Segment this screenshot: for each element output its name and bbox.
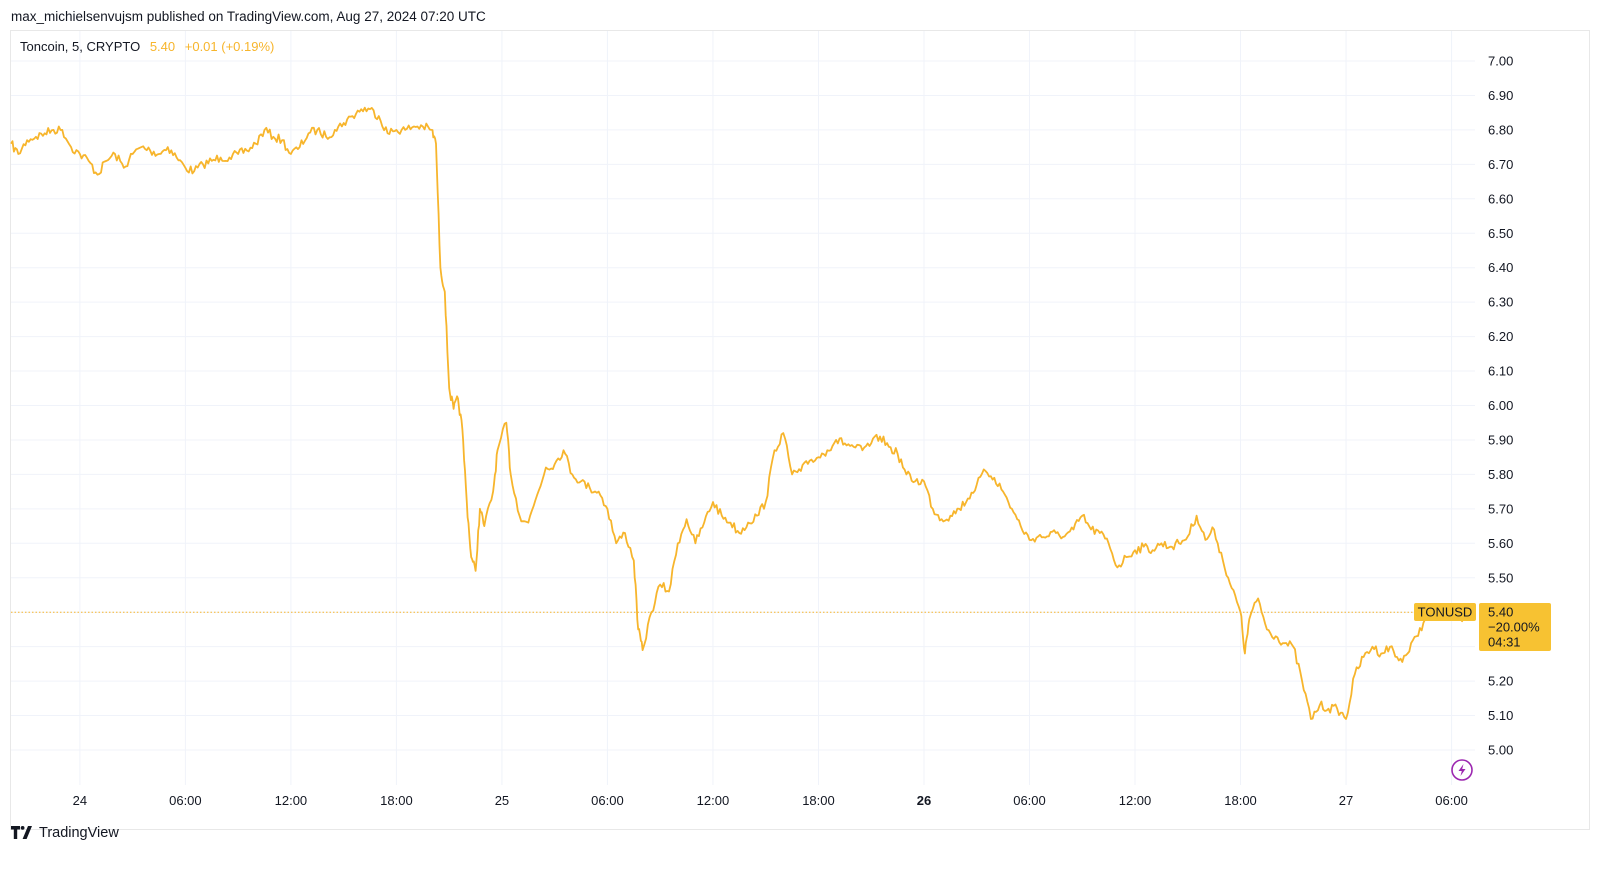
legend[interactable]: Toncoin, 5, CRYPTO 5.40 +0.01 (+0.19%) [20,39,274,54]
x-tick-label: 06:00 [1435,793,1468,808]
grid-lines [11,31,1475,785]
price-tag-group: TONUSD 5.40 −20.00% 04:31 [1414,603,1551,651]
price-badge-price: 5.40 [1488,605,1513,620]
y-tick-label: 6.50 [1488,226,1513,241]
legend-symbol[interactable]: Toncoin, 5, CRYPTO [20,39,141,54]
x-tick-label: 27 [1339,793,1353,808]
price-badge [1479,603,1551,651]
y-tick-label: 5.80 [1488,467,1513,482]
symbol-badge [1414,603,1476,621]
x-tick-label: 26 [917,793,931,808]
x-axis[interactable]: 24 06:00 12:00 18:00 25 06:00 12:00 18:00 26 06:0… [73,793,1468,808]
y-tick-label: 6.00 [1488,398,1513,413]
x-tick-label: 18:00 [380,793,413,808]
x-tick-label: 06:00 [591,793,624,808]
y-tick-label: 5.00 [1488,743,1513,758]
price-badge-countdown: 04:31 [1488,635,1521,650]
price-series-line [10,106,1476,720]
x-tick-label: 18:00 [802,793,835,808]
y-tick-label: 6.70 [1488,157,1513,172]
y-tick-label: 5.50 [1488,570,1513,585]
y-tick-label: 6.30 [1488,295,1513,310]
tradingview-logo[interactable]: TradingView [11,825,119,841]
y-tick-label: 6.90 [1488,88,1513,103]
y-tick-label: 6.40 [1488,260,1513,275]
y-tick-label: 6.10 [1488,364,1513,379]
y-tick-label: 6.60 [1488,191,1513,206]
attribution-text: max_michielsenvujsm published on Trading… [11,9,486,24]
series-layer [10,106,1476,720]
x-tick-label: 12:00 [275,793,308,808]
lightning-icon[interactable] [1451,759,1473,781]
legend-change: +0.01 (+0.19%) [184,39,275,54]
y-tick-label: 5.60 [1488,536,1513,551]
y-tick-label: 5.10 [1488,708,1513,723]
y-tick-label: 5.20 [1488,674,1513,689]
price-badge-change: −20.00% [1488,620,1540,635]
x-tick-label: 25 [495,793,509,808]
x-tick-label: 06:00 [1013,793,1046,808]
brand-name: TradingView [39,825,119,841]
chart-frame [10,30,1590,830]
x-tick-label: 06:00 [169,793,202,808]
x-tick-label: 12:00 [697,793,730,808]
x-tick-label: 18:00 [1224,793,1257,808]
symbol-badge-label: TONUSD [1418,605,1473,620]
y-axis[interactable]: 5.005.105.205.305.405.505.605.705.805.90… [1488,54,1513,758]
x-tick-label: 12:00 [1119,793,1152,808]
y-tick-label: 7.00 [1488,54,1513,69]
y-tick-label: 6.80 [1488,122,1513,137]
legend-value: 5.40 [149,39,176,54]
y-tick-label: 5.70 [1488,501,1513,516]
y-tick-label: 5.90 [1488,432,1513,447]
x-tick-label: 24 [73,793,87,808]
tradingview-logo-icon [11,826,32,839]
y-tick-label: 6.20 [1488,329,1513,344]
